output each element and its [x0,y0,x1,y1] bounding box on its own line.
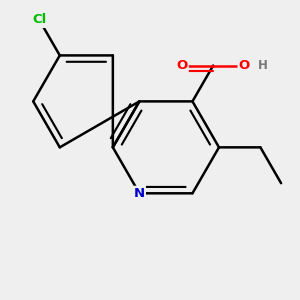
Text: O: O [176,59,188,72]
Text: Cl: Cl [32,13,46,26]
Text: H: H [258,59,268,72]
Text: N: N [134,187,145,200]
Text: O: O [238,59,250,72]
